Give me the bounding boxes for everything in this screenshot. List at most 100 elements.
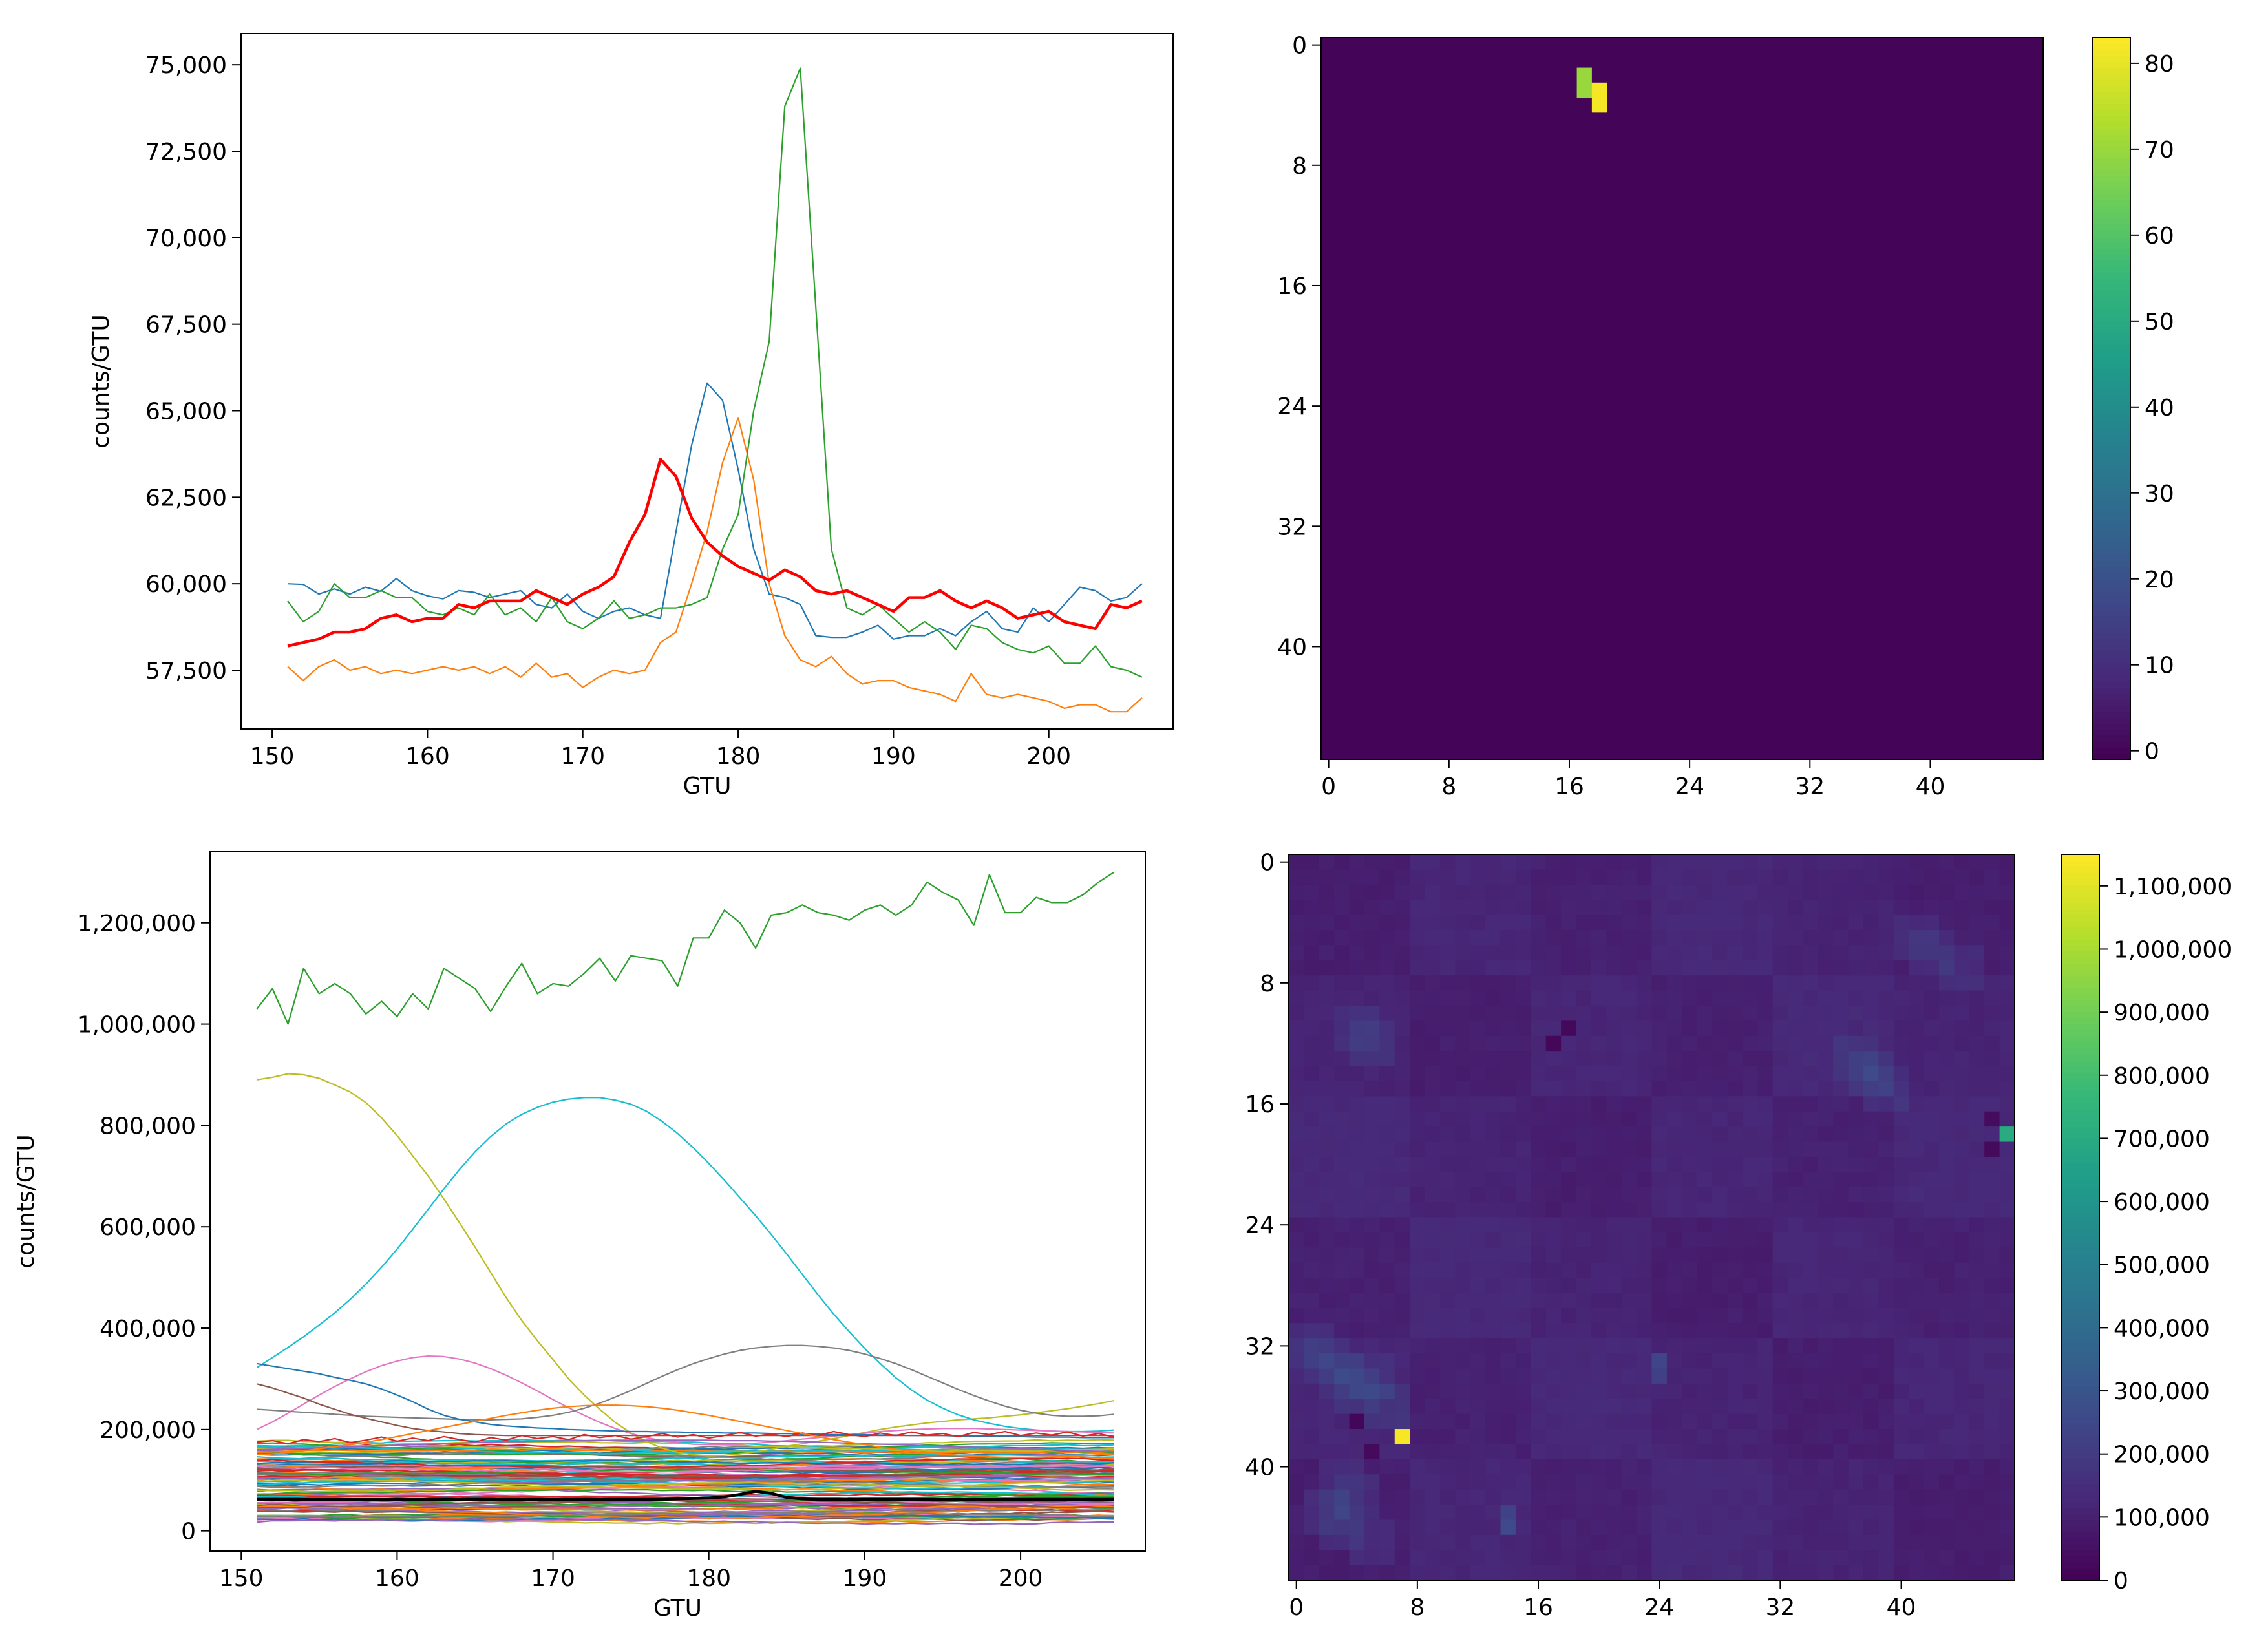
heatmap-cell — [1742, 1323, 1758, 1339]
heatmap-cell — [1878, 398, 1893, 414]
heatmap-cell — [1878, 960, 1894, 976]
heatmap-cell — [1787, 308, 1803, 324]
heatmap-cell — [1606, 1383, 1622, 1399]
heatmap-cell — [1486, 383, 1502, 399]
heatmap-cell — [1727, 383, 1743, 399]
heatmap-cell — [1772, 1368, 1788, 1384]
heatmap-cell — [2028, 578, 2044, 595]
heatmap-cell — [1742, 654, 1758, 670]
heatmap-cell — [1576, 248, 1593, 264]
heatmap-cell — [1456, 323, 1472, 339]
heatmap-cell — [1909, 1338, 1925, 1354]
heatmap-cell — [1878, 218, 1893, 234]
heatmap-cell — [1817, 744, 1833, 760]
heatmap-cell — [1547, 67, 1562, 83]
heatmap-cell — [1637, 669, 1653, 685]
heatmap-cell — [1366, 744, 1382, 760]
heatmap-cell — [1547, 503, 1562, 520]
heatmap-cell — [1576, 1338, 1592, 1354]
heatmap-cell — [1999, 1020, 2015, 1037]
heatmap-cell — [1818, 1505, 1834, 1521]
colorbar-segment — [2093, 344, 2130, 351]
heatmap-cell — [1336, 413, 1352, 429]
colorbar-segment — [2093, 699, 2130, 706]
series-line-cyan — [256, 1097, 1114, 1433]
heatmap-cell — [1394, 1126, 1410, 1143]
heatmap-cell — [1622, 233, 1638, 249]
heatmap-cell — [1848, 1353, 1864, 1369]
heatmap-cell — [1515, 1399, 1531, 1415]
heatmap-cell — [1351, 323, 1367, 339]
heatmap-cell — [2013, 187, 2029, 204]
heatmap-cell — [1441, 37, 1457, 53]
heatmap-cell — [1954, 1172, 1970, 1188]
colorbar-segment — [2093, 482, 2130, 489]
heatmap-cell — [1847, 278, 1863, 294]
heatmap-cell — [1576, 308, 1593, 324]
heatmap-cell — [1697, 263, 1713, 279]
heatmap-cell — [1562, 578, 1578, 595]
heatmap-cell — [1757, 503, 1773, 520]
heatmap-cell — [1863, 945, 1880, 961]
series-line-blue — [288, 382, 1143, 640]
heatmap-cell — [1576, 1096, 1592, 1112]
heatmap-cell — [1591, 202, 1607, 218]
heatmap-cell — [1411, 67, 1427, 83]
heatmap-cell — [1319, 1519, 1335, 1536]
heatmap-cell — [1984, 1293, 2000, 1309]
heatmap-cell — [1984, 975, 2000, 991]
heatmap-cell — [1576, 929, 1592, 946]
heatmap-cell — [1893, 915, 1909, 931]
heatmap-cell — [1682, 443, 1698, 460]
colorbar-segment — [2093, 741, 2130, 748]
heatmap-cell — [1982, 578, 1998, 595]
heatmap-cell — [1802, 729, 1818, 745]
heatmap-cell — [1772, 1066, 1788, 1082]
heatmap-cell — [1394, 1005, 1410, 1021]
heatmap-cell — [1439, 1187, 1456, 1203]
heatmap-cell — [1682, 533, 1698, 549]
heatmap-cell — [1833, 1505, 1849, 1521]
heatmap-cell — [1591, 1550, 1607, 1566]
heatmap-cell — [1862, 127, 1878, 143]
heatmap-cell — [1922, 278, 1938, 294]
heatmap-cell — [1439, 1489, 1456, 1505]
heatmap-cell — [1545, 960, 1562, 976]
heatmap-cell — [1561, 1444, 1577, 1460]
heatmap-cell — [1366, 37, 1382, 53]
heatmap-cell — [1515, 1459, 1531, 1475]
background-series-line — [257, 1493, 1114, 1498]
heatmap-cell — [1545, 1307, 1562, 1324]
heatmap-cell — [1456, 669, 1472, 685]
heatmap-cell — [1576, 900, 1592, 916]
heatmap-cell — [1939, 1505, 1955, 1521]
heatmap-cell — [1516, 308, 1532, 324]
heatmap-cell — [1832, 263, 1849, 279]
heatmap-cell — [1485, 869, 1501, 885]
heatmap-cell — [1999, 1368, 2015, 1384]
heatmap-cell — [1742, 293, 1758, 309]
heatmap-cell — [1878, 1202, 1894, 1218]
heatmap-cell — [1561, 1005, 1577, 1021]
heatmap-cell — [1772, 1172, 1788, 1188]
heatmap-cell — [1833, 1278, 1849, 1294]
heatmap-cell — [1651, 1262, 1668, 1278]
heatmap-cell — [1591, 1399, 1607, 1415]
heatmap-cell — [1757, 413, 1773, 429]
heatmap-cell — [1562, 458, 1578, 474]
heatmap-cell — [1439, 915, 1456, 931]
heatmap-cell — [1425, 1534, 1441, 1550]
colorbar-segment — [2093, 398, 2130, 405]
heatmap-cell — [1410, 990, 1426, 1006]
heatmap-cell — [1319, 1156, 1335, 1172]
heatmap-cell — [1712, 308, 1728, 324]
heatmap-cell — [1561, 900, 1577, 916]
heatmap-cell — [1366, 233, 1382, 249]
heatmap-cell — [1531, 624, 1547, 640]
heatmap-cell — [1381, 518, 1397, 534]
heatmap-cell — [1561, 1307, 1577, 1324]
heatmap-cell — [1486, 293, 1502, 309]
heatmap-cell — [1485, 1202, 1501, 1218]
heatmap-cell — [1591, 248, 1607, 264]
heatmap-cell — [1591, 142, 1607, 158]
